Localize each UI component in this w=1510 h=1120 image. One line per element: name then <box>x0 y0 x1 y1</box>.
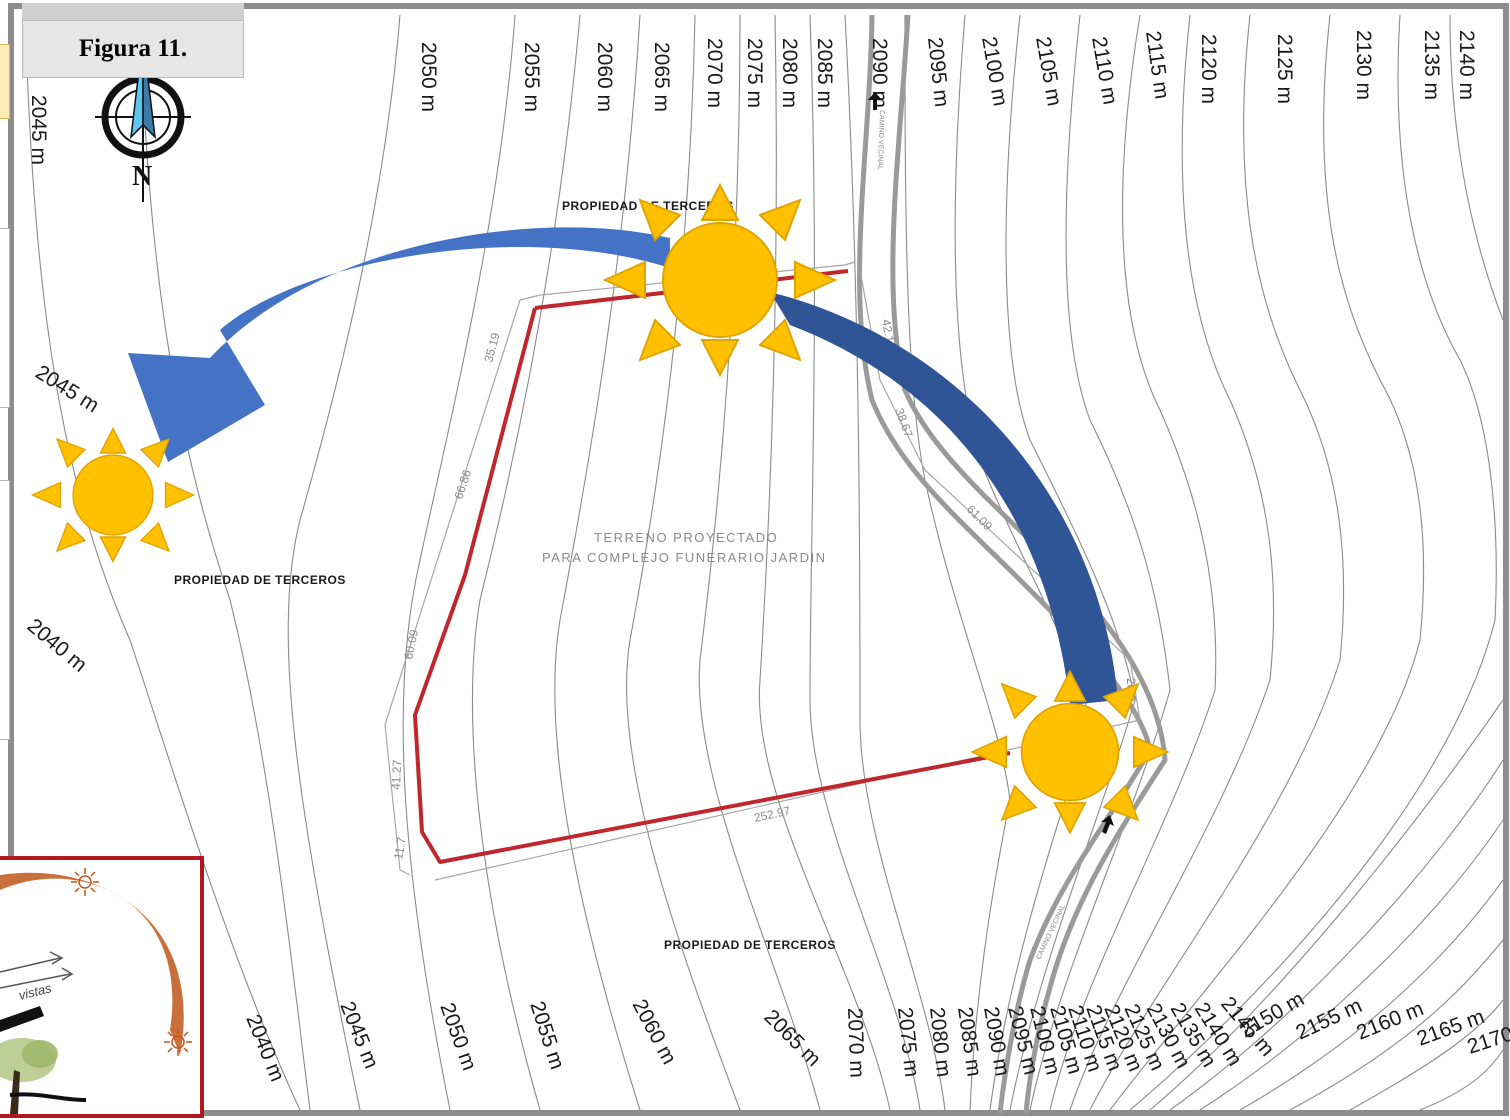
dim-35-19: 35.19 <box>481 331 502 364</box>
sun-icon <box>604 184 836 376</box>
contour-label: 2045 m <box>335 998 383 1072</box>
contour-labels-bottom: 2040 m 2045 m 2050 m 2055 m 2060 m 2065 … <box>241 987 1510 1084</box>
contour-label: 2060 m <box>628 996 681 1069</box>
compass-rose-icon: N <box>95 36 191 202</box>
dimension-lines <box>384 261 1141 881</box>
contour-label: 2045 m <box>27 95 50 165</box>
curved-arrow-icon <box>770 292 1118 705</box>
contour-label: 2130 m <box>1352 30 1375 100</box>
contour-label: 2045 m <box>31 361 103 418</box>
contour-label: 2070 m <box>843 1007 868 1078</box>
contour-label: 2140 m <box>1455 30 1478 100</box>
dim-41-27: 41.27 <box>389 759 404 790</box>
contour-label: 2125 m <box>1273 34 1296 104</box>
dim-66-86: 66.86 <box>452 468 475 501</box>
road-arrow-icon <box>868 92 882 110</box>
contour-label: 2060 m <box>593 42 616 112</box>
contour-label: 2065 m <box>759 1005 825 1071</box>
contour-label: 2135 m <box>1420 30 1443 100</box>
curved-arrow-icon <box>128 227 670 462</box>
parcel-label-south: PROPIEDAD DE TERCEROS <box>664 938 836 952</box>
contour-label: 2090 m <box>868 38 891 108</box>
inset-tree <box>0 1038 87 1114</box>
contour-label: 2085 m <box>813 38 836 108</box>
contour-label: 2075 m <box>893 1006 923 1078</box>
contour-label: 2080 m <box>778 38 801 108</box>
contour-label: 2075 m <box>743 38 766 108</box>
north-label: N <box>132 161 152 192</box>
edge-tab <box>0 44 10 119</box>
contour-label: 2095 m <box>923 36 953 108</box>
contour-lines <box>25 14 1504 1111</box>
contour-label: 2040 m <box>23 614 91 677</box>
contour-label: 2055 m <box>525 998 569 1072</box>
terreno-label-line2: PARA COMPLEJO FUNERARIO JARDIN <box>542 550 827 565</box>
dim-11-7: 11.7 <box>391 836 409 861</box>
terreno-label-line1: TERRENO PROYECTADO <box>594 530 778 545</box>
road-arrow-icon <box>1101 815 1114 834</box>
figure-label: Figura 11. <box>22 20 244 78</box>
dim-38-67: 38.67 <box>892 406 916 439</box>
view-arrows <box>0 951 74 989</box>
figure-label-header <box>22 3 244 21</box>
inset-building <box>0 1006 44 1032</box>
inset-sun-arc <box>0 872 184 1055</box>
contour-label: 2105 m <box>1031 35 1066 108</box>
sun-icon <box>71 868 192 1056</box>
contour-label: 2050 m <box>417 42 440 112</box>
contour-label: 2055 m <box>520 42 543 112</box>
edge-tab <box>0 228 10 408</box>
contour-label: 2100 m <box>977 35 1012 108</box>
contour-label: 2120 m <box>1197 34 1220 104</box>
inset-illustration: vistas <box>0 856 204 1118</box>
map-frame <box>8 3 1509 1116</box>
road-label: CAMINO VECINAL <box>876 110 885 170</box>
contour-label: 2080 m <box>925 1006 955 1078</box>
contour-label: 2115 m <box>1141 29 1173 100</box>
contour-label: 2050 m <box>435 1000 481 1074</box>
contour-label: 2040 m <box>241 1011 289 1085</box>
contour-labels-top: 2045 m 2050 m 2055 m 2060 m 2065 m 2070 … <box>27 29 1478 165</box>
contour-label: 2070 m <box>703 38 726 108</box>
contour-label: 2110 m <box>1087 35 1122 106</box>
parcel-label-west: PROPIEDAD DE TERCEROS <box>174 573 346 587</box>
dim-60-09: 60.09 <box>401 628 421 661</box>
contour-label: 2065 m <box>650 42 673 112</box>
edge-tab <box>0 480 10 740</box>
